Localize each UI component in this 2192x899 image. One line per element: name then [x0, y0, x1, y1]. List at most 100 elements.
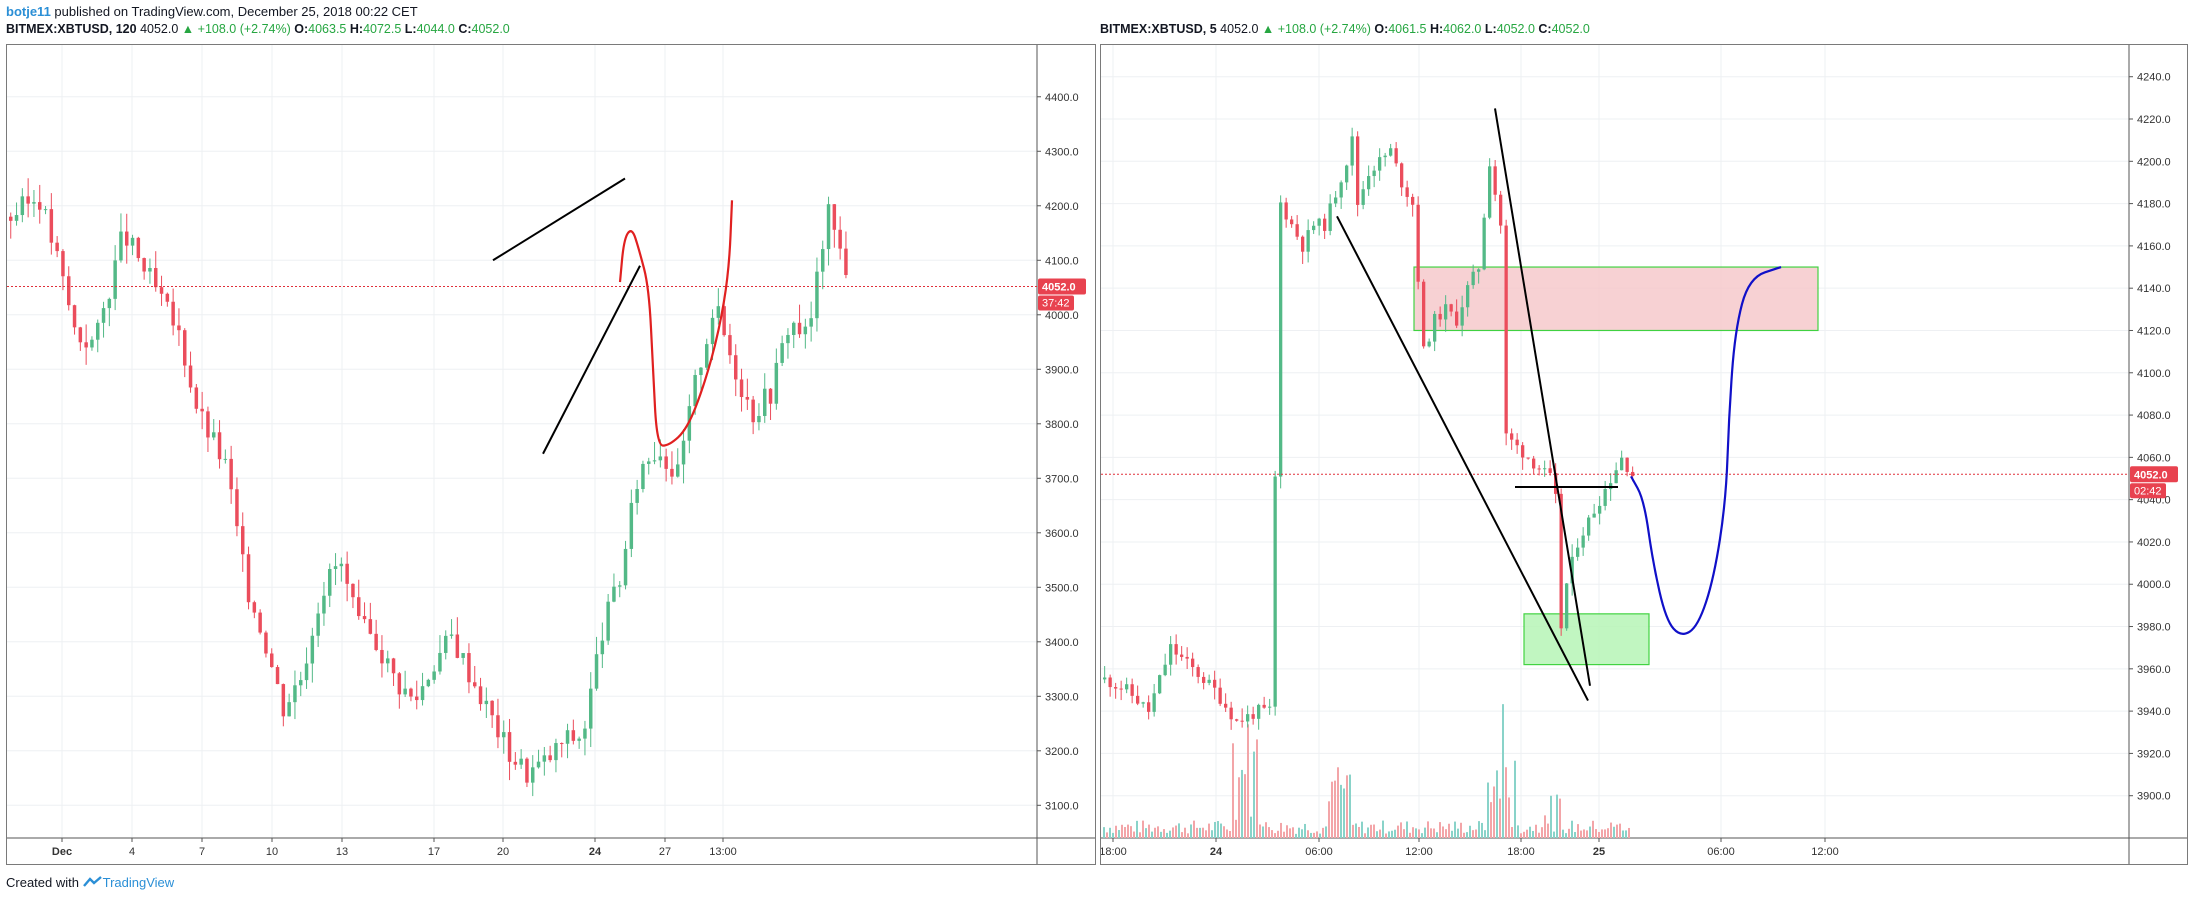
candle-body — [577, 738, 581, 741]
volume-bar — [1514, 760, 1516, 838]
volume-bar — [1535, 824, 1537, 838]
volume-bar — [1394, 829, 1396, 838]
candle-body — [1367, 176, 1371, 190]
x-tick-label: 06:00 — [1707, 846, 1735, 858]
volume-bar — [1442, 826, 1444, 838]
y-tick-label: 4080.0 — [2137, 410, 2171, 422]
candle-body — [1306, 230, 1310, 252]
left-chart-legend: BITMEX:XBTUSD, 120 4052.0 ▲ +108.0 (+2.7… — [6, 22, 510, 36]
candle-body — [821, 249, 825, 272]
grid-lines — [7, 45, 1037, 838]
candle-body — [1482, 217, 1486, 270]
grid-lines — [1101, 45, 2129, 838]
right-chart-canvas[interactable]: 4240.0 4220.0 4200.0 4180.0 4160.0 4140.0 4120… — [1101, 45, 2187, 864]
volume-bar — [1247, 724, 1249, 838]
candle-body — [1400, 163, 1404, 188]
right-high: 4062.0 — [1443, 22, 1482, 36]
volume-bar — [1346, 775, 1348, 838]
volume-bar — [1259, 824, 1261, 838]
volume-bar — [1103, 827, 1105, 838]
volume-bar — [1322, 827, 1324, 838]
trend-line-descending-right — [1494, 108, 1591, 686]
volume-bar — [1334, 780, 1336, 838]
volume-bar — [1499, 798, 1501, 838]
candle-body — [797, 322, 802, 335]
y-tick-label: 4100.0 — [1045, 255, 1079, 267]
volume-bar — [1553, 831, 1555, 838]
volume-bar — [1592, 820, 1594, 838]
candle-body — [554, 743, 558, 761]
candle-body — [484, 700, 489, 705]
candle-body — [751, 399, 755, 423]
candle-body — [461, 653, 465, 658]
volume-bar — [1319, 833, 1321, 838]
volume-bar — [1460, 822, 1462, 838]
candle-body — [304, 663, 309, 681]
volume-bar — [1121, 824, 1123, 838]
publisher-username[interactable]: botje11 — [6, 4, 51, 19]
candle-body — [1240, 720, 1244, 722]
candle-body — [1185, 656, 1189, 659]
candle-body — [1301, 236, 1305, 252]
volume-bar — [1436, 832, 1438, 838]
candle-body — [780, 343, 784, 363]
candle-body — [1323, 218, 1327, 231]
volume-bar — [1127, 824, 1129, 838]
price-badge-text: 4052.0 — [1042, 281, 1076, 293]
candle-body — [658, 456, 663, 461]
candle-body — [328, 569, 332, 596]
candle-body — [1361, 189, 1365, 205]
volume-bar — [1430, 828, 1432, 838]
right-symbol[interactable]: BITMEX:XBTUSD, 5 — [1100, 22, 1217, 36]
candle-body — [386, 658, 390, 664]
x-tick-label: 12:00 — [1405, 846, 1433, 858]
x-tick-label: 25 — [1593, 846, 1605, 858]
candle-body — [1312, 225, 1316, 231]
volume-bar — [1397, 825, 1399, 838]
candle-body — [14, 215, 19, 221]
candle-body — [455, 634, 460, 658]
x-tick-label: 06:00 — [1305, 846, 1333, 858]
y-tick-label: 3940.0 — [2137, 706, 2171, 718]
volume-bar — [1604, 829, 1606, 838]
y-tick-label: 4300.0 — [1045, 146, 1079, 158]
tradingview-brand[interactable]: TradingView — [102, 875, 175, 890]
volume-bar — [1400, 822, 1402, 838]
left-high: 4072.5 — [363, 22, 402, 36]
x-tick-label: 18:00 — [1507, 846, 1535, 858]
candle-body — [1422, 281, 1426, 347]
volume-bar — [1175, 825, 1177, 838]
candle-body — [270, 653, 274, 668]
candle-body — [473, 682, 477, 687]
y-tick-label: 4100.0 — [2137, 368, 2171, 380]
right-chart-panel[interactable]: 4240.0 4220.0 4200.0 4180.0 4160.0 4140.0 4120… — [1100, 44, 2188, 865]
volume-bar — [1472, 830, 1474, 838]
left-symbol[interactable]: BITMEX:XBTUSD, 120 — [6, 22, 137, 36]
price-badge — [1038, 278, 1086, 295]
volume-bar — [1223, 826, 1225, 838]
candle-body — [699, 367, 703, 376]
candle-body — [61, 251, 65, 277]
candle-body — [606, 601, 610, 641]
created-with-text: Created with — [6, 875, 79, 890]
volume-bar — [1256, 739, 1258, 838]
volume-bar — [1154, 827, 1156, 838]
volume-bar — [1313, 832, 1315, 838]
candle-body — [681, 440, 686, 465]
candle-body — [1202, 676, 1206, 683]
volume-bar — [1385, 833, 1387, 838]
candle-body — [618, 585, 622, 587]
left-l-label: L: — [404, 22, 417, 36]
countdown-badge-text: 37:42 — [1042, 297, 1070, 309]
volume-bar — [1331, 781, 1333, 838]
left-chart-canvas[interactable]: 4400.0 4300.0 4200.0 4100.0 4000.0 3900.0 3800… — [7, 45, 1095, 864]
candle-body — [1334, 197, 1338, 204]
candle-body — [786, 334, 790, 344]
candle-body — [333, 566, 338, 570]
candle-body — [507, 732, 512, 762]
volume-bar — [1376, 831, 1378, 838]
left-chart-panel[interactable]: 4400.0 4300.0 4200.0 4100.0 4000.0 3900.0 3800… — [6, 44, 1096, 865]
tradingview-logo-icon[interactable] — [82, 876, 103, 891]
candle-body — [693, 375, 697, 407]
right-o-label: O: — [1374, 22, 1389, 36]
